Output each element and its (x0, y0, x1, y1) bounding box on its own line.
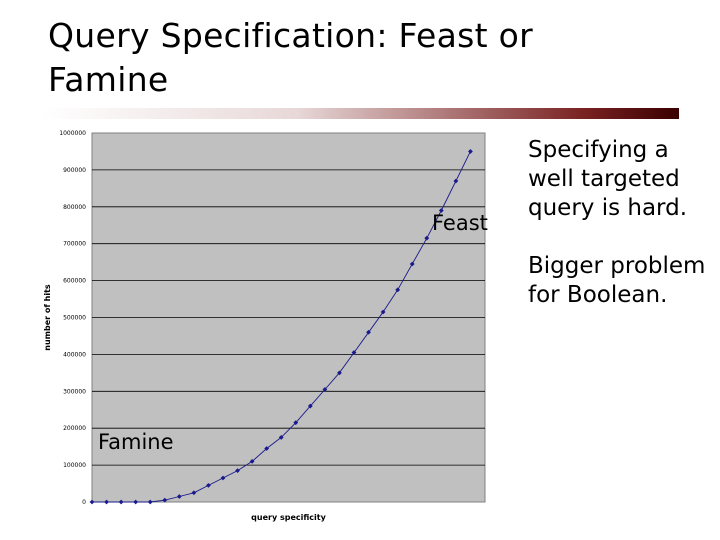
data-point (191, 490, 197, 496)
feast-famine-chart: 0 100000 200000 300000 400000 500000 600000 700… (42, 125, 492, 525)
y-tick-label: 900000 (63, 167, 86, 174)
data-point (133, 499, 139, 505)
y-tick-label: 800000 (63, 204, 86, 211)
y-tick-label: 1000000 (59, 130, 86, 137)
y-tick-label: 100000 (63, 462, 86, 469)
data-point (162, 497, 168, 503)
annotation-feast: Feast (432, 211, 488, 235)
data-point (249, 459, 255, 464)
data-points (89, 149, 473, 505)
y-tick-label: 400000 (63, 351, 86, 358)
data-point (147, 499, 153, 505)
gridlines (92, 169, 485, 466)
data-point (409, 261, 415, 267)
y-tick-label: 600000 (63, 278, 86, 285)
data-point (176, 494, 182, 499)
data-point (453, 178, 459, 184)
data-point (380, 309, 386, 315)
data-point (351, 350, 357, 355)
bullet-point-1: Specifying a well targeted query is hard… (528, 137, 688, 221)
data-point (468, 149, 473, 154)
slide-title: Query Specification: Feast or Famine (48, 16, 534, 99)
data-point (206, 482, 211, 488)
y-tick-label: 300000 (63, 388, 86, 395)
data-point (293, 420, 299, 426)
title-divider (42, 108, 679, 119)
data-point (337, 370, 342, 376)
y-tick-label: 500000 (63, 315, 86, 322)
x-axis-title: query specificity (251, 513, 326, 522)
bullet-point-2: Bigger problem for Boolean. (528, 253, 706, 308)
data-point (307, 403, 313, 409)
y-tick-label: 700000 (63, 241, 86, 248)
chart-svg: 0 100000 200000 300000 400000 500000 600000 700… (43, 130, 488, 522)
data-point (235, 468, 240, 474)
data-point (264, 446, 270, 451)
y-tick-label: 0 (82, 499, 86, 506)
data-point (104, 499, 109, 505)
data-point (438, 208, 444, 213)
data-point (366, 329, 371, 335)
data-point (118, 499, 124, 505)
data-point (89, 499, 95, 505)
y-axis-title: number of hits (43, 284, 52, 351)
data-point (322, 387, 328, 392)
data-point (424, 235, 430, 241)
y-tick-label: 200000 (63, 425, 86, 432)
data-point (395, 287, 401, 293)
data-point (278, 435, 284, 440)
y-tick-labels: 0 100000 200000 300000 400000 500000 600000 700… (59, 130, 86, 506)
data-point (220, 475, 226, 481)
annotation-famine: Famine (98, 430, 174, 454)
